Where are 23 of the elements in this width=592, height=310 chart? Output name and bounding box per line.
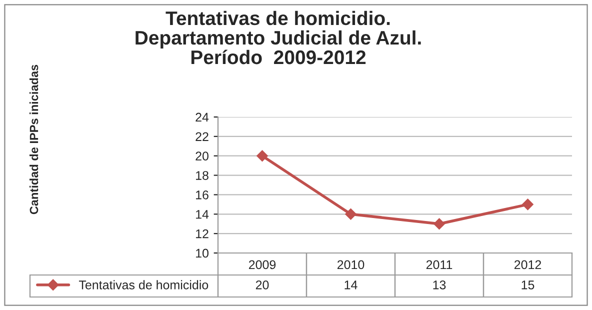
x-tick-label: 2010 (337, 260, 364, 270)
y-tick-label: 16 (196, 190, 208, 200)
data-label: 14 (344, 280, 358, 290)
y-tick-label: 18 (196, 171, 208, 180)
data-label: 20 (256, 280, 269, 290)
x-tick-label: 2011 (426, 260, 452, 270)
y-tick-label: 24 (196, 112, 209, 122)
point (522, 198, 534, 210)
x-tick-label: 2009 (248, 260, 276, 270)
text: Cantidad de IPPs iniciadas (30, 64, 38, 214)
y-tick-label: 20 (196, 152, 208, 161)
y-tick-label: 22 (196, 132, 208, 141)
y-tick-label: 14 (196, 210, 209, 219)
y-tick-label: 12 (196, 229, 208, 238)
data-label: 15 (522, 280, 534, 290)
data-label: 13 (433, 280, 446, 290)
legend-label: Tentativas de homicidio (78, 280, 208, 290)
x-tick-label: 2012 (514, 260, 542, 270)
point (434, 218, 445, 230)
y-tick-label: 10 (196, 248, 208, 258)
point (256, 150, 268, 162)
chart-title: Tentativas de homicidio. Departamento Judicial de Azul. Período 2009-2012 (136, 10, 421, 64)
point (345, 208, 356, 220)
